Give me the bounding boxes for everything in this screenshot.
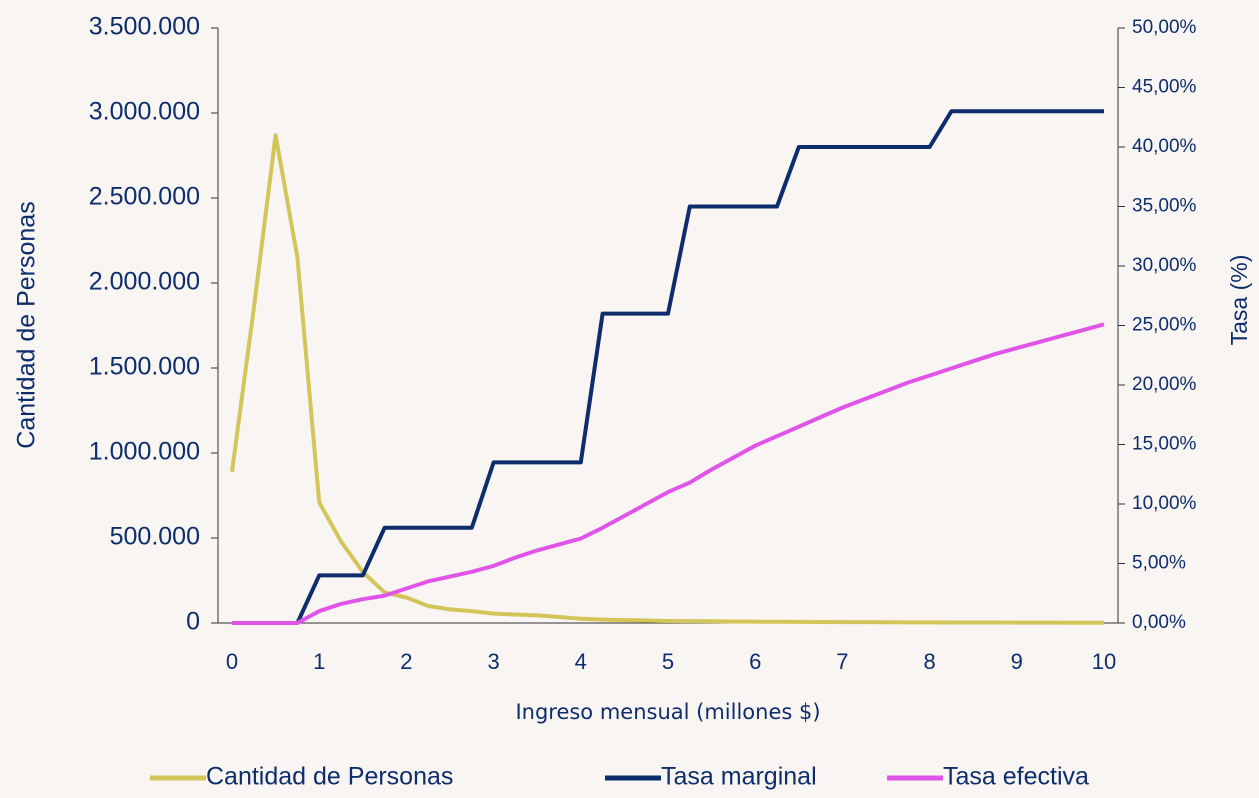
y2-tick-label: 10,00% <box>1132 493 1197 514</box>
y2-axis-title: Tasa (%) <box>1226 255 1252 346</box>
x-tick-label: 5 <box>662 649 674 674</box>
y2-tick-label: 5,00% <box>1132 553 1186 574</box>
y-tick-label: 2.500.000 <box>89 183 200 211</box>
y2-tick-label: 40,00% <box>1132 136 1197 157</box>
x-tick-label: 3 <box>487 649 499 674</box>
y2-tick-label: 35,00% <box>1132 196 1197 217</box>
legend-label: Cantidad de Personas <box>206 763 453 791</box>
y-tick-label: 2.000.000 <box>89 268 200 296</box>
y2-tick-label: 25,00% <box>1132 315 1197 336</box>
y2-tick-label: 15,00% <box>1132 434 1197 455</box>
x-tick-label: 6 <box>749 649 761 674</box>
x-tick-label: 9 <box>1011 649 1023 674</box>
x-tick-label: 10 <box>1092 649 1116 674</box>
x-tick-label: 7 <box>836 649 848 674</box>
series-line <box>230 133 1105 625</box>
x-tick-label: 0 <box>226 649 238 674</box>
y2-tick-label: 45,00% <box>1132 77 1197 98</box>
x-tick-label: 8 <box>923 649 935 674</box>
y-axis-title: Cantidad de Personas <box>13 201 41 448</box>
series-line <box>232 109 1104 625</box>
x-tick-label: 4 <box>575 649 587 674</box>
y-tick-label: 0 <box>186 608 200 636</box>
x-tick-label: 1 <box>313 649 325 674</box>
y-tick-label: 3.000.000 <box>89 98 200 126</box>
series-line <box>232 322 1105 625</box>
y-tick-label: 3.500.000 <box>89 13 200 41</box>
y2-tick-label: 50,00% <box>1132 17 1197 38</box>
y-tick-label: 500.000 <box>110 523 200 551</box>
y2-tick-label: 30,00% <box>1132 255 1197 276</box>
y2-tick-label: 20,00% <box>1132 374 1197 395</box>
legend-label: Tasa efectiva <box>943 763 1089 791</box>
y-tick-label: 1.500.000 <box>89 353 200 381</box>
y-tick-label: 1.000.000 <box>89 438 200 466</box>
x-axis-title: Ingreso mensual (millones $) <box>515 700 820 724</box>
y2-tick-label: 0,00% <box>1132 612 1186 633</box>
legend-label: Tasa marginal <box>661 763 817 791</box>
x-tick-label: 2 <box>400 649 412 674</box>
